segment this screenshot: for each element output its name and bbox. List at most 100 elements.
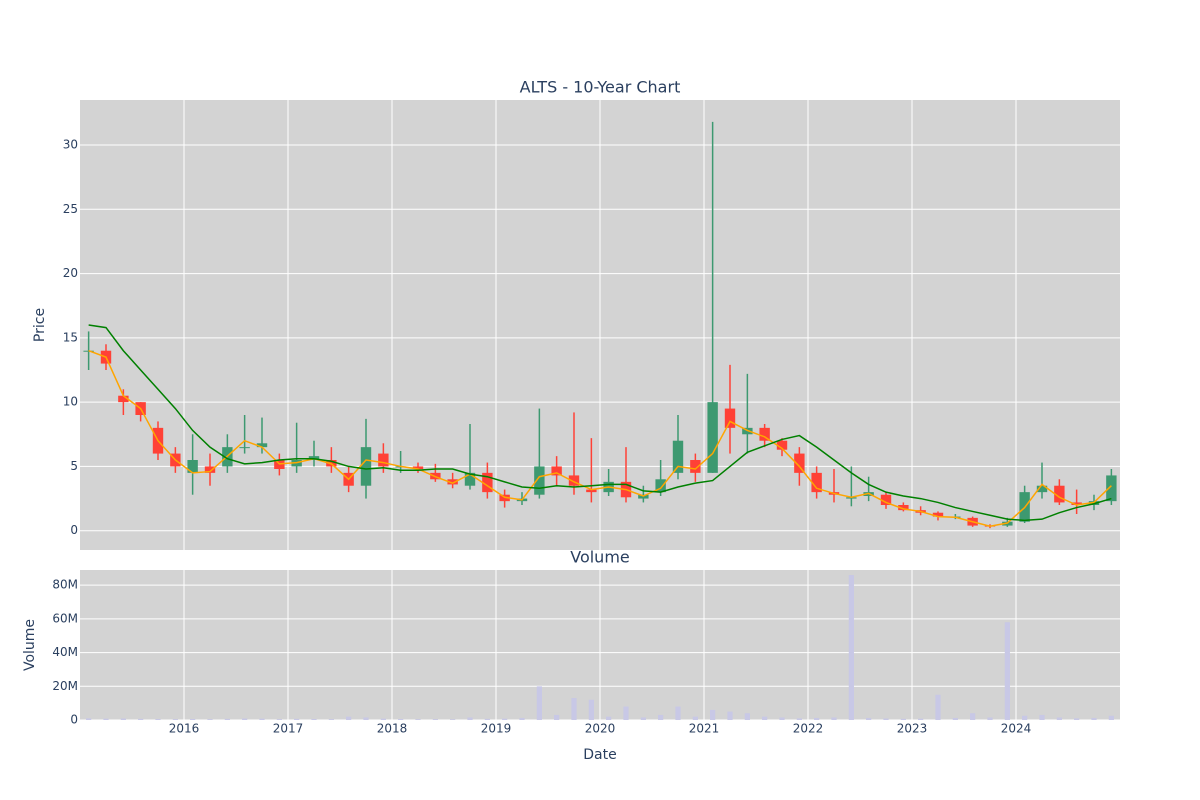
volume-title: Volume: [570, 548, 630, 567]
candle-body: [551, 466, 562, 476]
volume-bar: [172, 719, 178, 720]
candle-body: [1071, 502, 1082, 505]
x-tick-label: 2022: [793, 722, 824, 736]
volume-bar: [762, 716, 768, 720]
volume-bar: [779, 717, 785, 720]
volume-bar: [276, 719, 282, 720]
moving-average: [88, 350, 1112, 527]
volume-bar: [814, 717, 820, 720]
volume-bar: [536, 686, 542, 720]
candle-body: [811, 472, 822, 493]
candle-body: [464, 472, 476, 486]
volume-bar: [380, 718, 386, 720]
candle-body: [256, 443, 268, 448]
candle-body: [724, 408, 736, 428]
volume-bar: [155, 718, 161, 720]
candle-body: [898, 505, 909, 511]
volume-bar: [571, 698, 577, 720]
y-axis-label: Price: [32, 308, 48, 342]
y-tick-label: 5: [70, 459, 78, 473]
volume-bar: [640, 717, 646, 720]
volume-bar: [207, 719, 213, 720]
volume-bar: [415, 719, 421, 720]
volume-bar: [606, 716, 612, 720]
candle-body: [534, 466, 545, 495]
volume-bar: [484, 718, 490, 720]
x-tick-label: 2017: [273, 722, 304, 736]
y-tick-label: 40M: [52, 645, 78, 659]
volume-bar: [1056, 717, 1062, 720]
volume-bar: [398, 718, 404, 720]
volume-bar: [190, 718, 196, 720]
x-tick-label: 2018: [377, 722, 408, 736]
x-axis-label: Date: [583, 747, 616, 763]
volume-axis-label: Volume: [22, 619, 38, 671]
volume-bar: [866, 717, 872, 720]
candle-body: [655, 479, 666, 493]
x-tick-label: 2023: [897, 722, 928, 736]
volume-bar: [502, 718, 508, 720]
volume-bar: [346, 716, 352, 720]
volume-bar: [1091, 717, 1097, 720]
y-tick-label: 0: [70, 523, 78, 537]
volume-bar: [710, 709, 716, 720]
volume-bar: [727, 711, 733, 720]
candle-body: [239, 447, 250, 449]
candle-body: [1036, 485, 1048, 493]
volume-bar: [86, 718, 92, 720]
x-tick-label: 2020: [585, 722, 616, 736]
volume-bar: [848, 575, 854, 720]
y-tick-label: 25: [63, 202, 78, 216]
volume-bar: [918, 718, 924, 720]
volume-bar: [1022, 715, 1028, 720]
volume-bar: [328, 719, 334, 720]
volume-bar: [294, 718, 300, 720]
candle-body: [690, 460, 701, 473]
y-tick-label: 15: [63, 330, 78, 344]
volume-bar: [952, 717, 958, 720]
volume-bar: [935, 694, 941, 720]
candle-body: [412, 466, 424, 469]
volume-bar: [554, 714, 560, 720]
candle-body: [794, 453, 805, 473]
volume-bar: [120, 718, 126, 720]
volume-bar: [450, 719, 456, 720]
volume-bar: [138, 718, 144, 720]
volume-bar: [1004, 622, 1010, 720]
candle-body: [378, 453, 389, 467]
candle-body: [776, 440, 788, 450]
volume-bar: [623, 706, 629, 720]
chart-title: ALTS - 10-Year Chart: [520, 78, 681, 97]
y-tick-label: 80M: [52, 578, 78, 592]
volume-bar: [363, 717, 369, 720]
y-tick-label: 30: [63, 138, 78, 152]
candle-body: [568, 475, 580, 486]
volume-bar: [1108, 715, 1114, 720]
volume-bar: [259, 718, 265, 720]
volume-bar: [103, 718, 109, 720]
volume-bar: [311, 718, 317, 720]
moving-average: [88, 324, 1112, 522]
candle-body: [360, 447, 372, 486]
volume-bar: [1074, 718, 1080, 720]
x-tick-label: 2016: [169, 722, 200, 736]
volume-bar: [692, 716, 698, 720]
volume-bar: [519, 717, 525, 720]
candle-body: [118, 395, 129, 403]
candle-body: [759, 427, 770, 441]
candle-body: [586, 489, 597, 493]
volume-bar: [242, 718, 248, 720]
volume-bar: [658, 714, 664, 720]
candle-body: [932, 512, 944, 517]
volume-bar: [675, 706, 681, 720]
volume-bar: [900, 718, 906, 720]
volume-bar: [744, 713, 750, 720]
volume-bar: [432, 719, 438, 720]
x-tick-label: 2019: [481, 722, 512, 736]
volume-bar: [588, 699, 594, 720]
candle-body: [1106, 475, 1117, 502]
candle-body: [707, 402, 718, 473]
candle-body: [187, 460, 198, 473]
candle-body: [482, 472, 493, 493]
